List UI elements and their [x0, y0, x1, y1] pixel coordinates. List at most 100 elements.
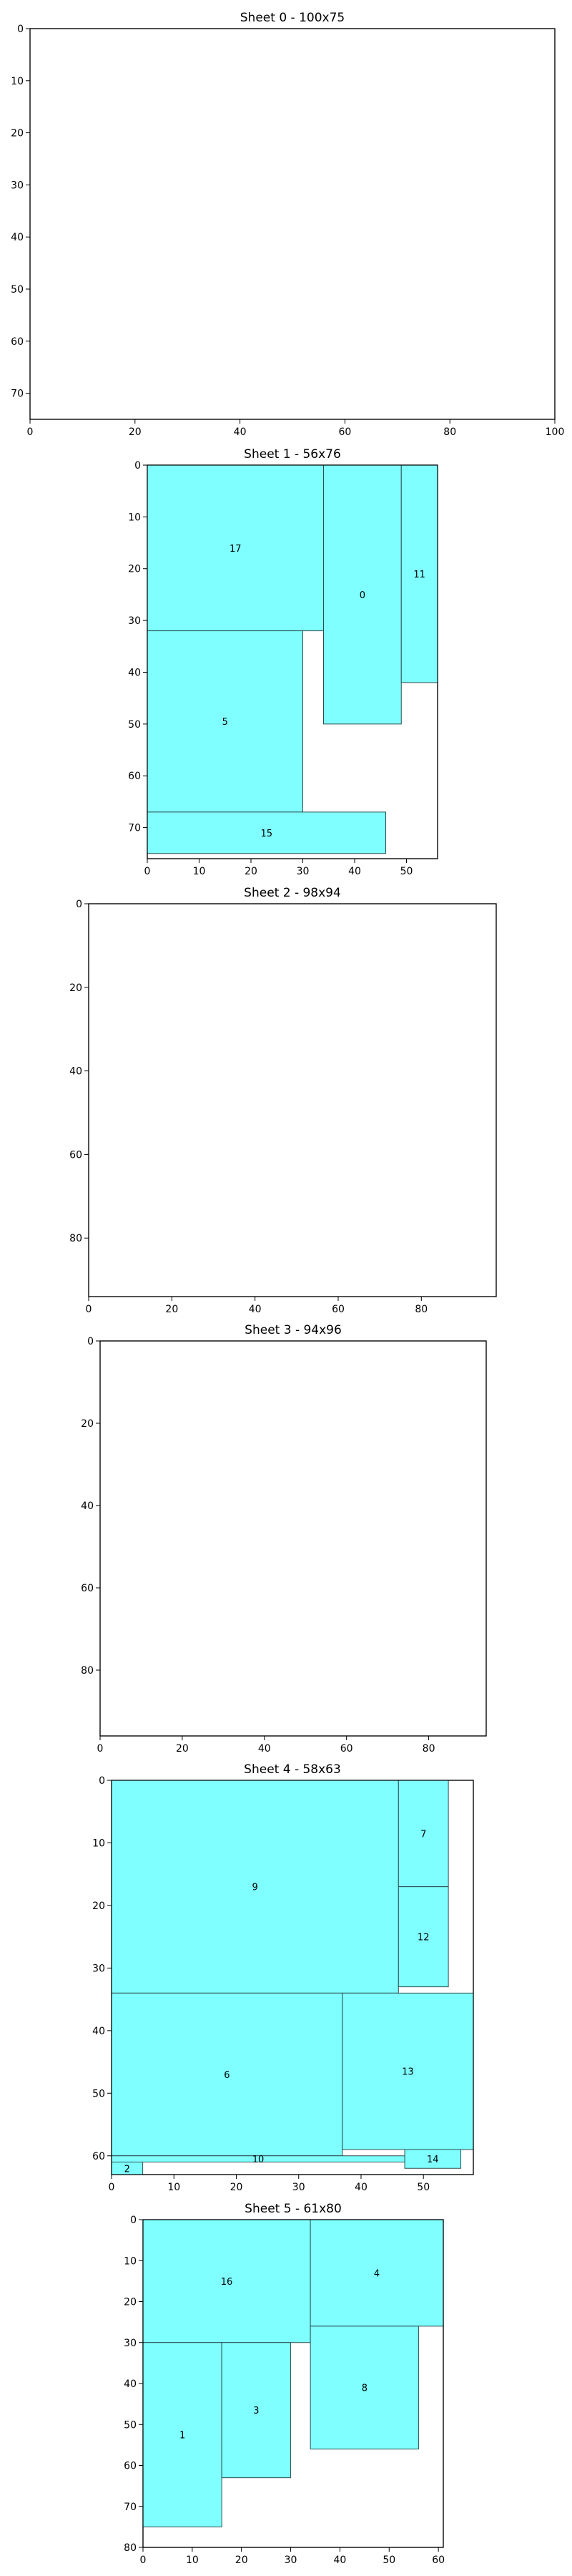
sheet-border — [88, 903, 497, 1297]
x-tick-label: 20 — [245, 866, 257, 877]
x-tick-label: 40 — [333, 2555, 346, 2566]
y-tick-label: 40 — [69, 1066, 82, 1078]
sheet-border — [29, 28, 556, 420]
piece-rect — [310, 2326, 420, 2450]
y-tick-label: 0 — [76, 899, 82, 910]
sheet-panel-2: Sheet 2 - 98x94 0 20 40 60 80 0 20 40 60 80 — [69, 886, 497, 1315]
sheet-frame — [29, 28, 556, 420]
piece-rect — [142, 2219, 311, 2343]
piece-label: 6 — [224, 2070, 230, 2081]
x-tick-label: 20 — [176, 1743, 189, 1755]
y-tick-label: 70 — [11, 389, 24, 400]
piece-label: 12 — [418, 1933, 430, 1943]
x-tick-label: 30 — [285, 2555, 297, 2566]
y-tick-label: 0 — [87, 1336, 94, 1347]
x-tick-label: 20 — [235, 2555, 248, 2566]
y-tick-label: 0 — [130, 2215, 137, 2226]
x-tick-label: 40 — [355, 2182, 368, 2193]
piece-rect — [342, 1992, 474, 2150]
sheet-title: Sheet 3 - 94x96 — [245, 1323, 342, 1337]
sheet-border — [99, 1340, 487, 1737]
y-tick-label: 50 — [124, 2419, 137, 2431]
y-tick-label: 20 — [81, 1418, 94, 1430]
y-tick-label: 80 — [69, 1233, 82, 1244]
y-tick-label: 40 — [92, 2026, 105, 2037]
piece-label: 10 — [252, 2155, 265, 2165]
y-tick-label: 60 — [92, 2151, 105, 2162]
x-tick-label: 60 — [332, 1304, 345, 1315]
piece-label: 16 — [221, 2277, 233, 2288]
sheet-border — [111, 1780, 474, 2175]
y-tick-label: 40 — [81, 1501, 94, 1512]
x-tick-label: 10 — [193, 866, 206, 877]
y-tick-label: 0 — [134, 460, 141, 472]
x-tick-label: 50 — [400, 866, 413, 877]
piece-rect — [147, 630, 303, 813]
y-tick-label: 0 — [99, 1775, 105, 1787]
y-tick-label: 50 — [128, 719, 141, 731]
piece-label: 7 — [420, 1829, 426, 1840]
y-tick-label: 70 — [128, 823, 141, 834]
piece-label: 14 — [427, 2155, 439, 2165]
y-tick-label: 60 — [81, 1583, 94, 1594]
piece-rect — [147, 811, 386, 854]
sheet-panel-1: Sheet 1 - 56x76 17 0 11 5 15 0 10 20 30 40 50 0 10 20 3… — [128, 447, 438, 877]
x-tick-label: 0 — [140, 2555, 147, 2566]
x-tick-label: 20 — [230, 2182, 243, 2193]
y-tick-label: 10 — [11, 76, 24, 87]
sheet-panel-0: Sheet 0 - 100x75 0 20 40 60 80 100 0 10 20 30 40 50 6… — [11, 11, 564, 438]
x-tick-label: 10 — [167, 2182, 180, 2193]
y-tick-label: 30 — [128, 615, 141, 627]
piece-rect — [142, 2342, 222, 2527]
piece-label: 17 — [230, 544, 242, 555]
y-tick-label: 10 — [128, 512, 141, 523]
x-tick-label: 20 — [129, 426, 142, 438]
sheet-title: Sheet 1 - 56x76 — [244, 447, 341, 462]
piece-label: 8 — [362, 2384, 368, 2394]
piece-rect — [111, 1780, 399, 1994]
y-tick-label: 40 — [11, 232, 24, 243]
piece-rect — [400, 464, 438, 683]
y-tick-label: 80 — [81, 1665, 94, 1677]
piece-label: 2 — [124, 2164, 130, 2175]
piece-rect — [111, 1992, 343, 2157]
piece-label: 9 — [252, 1883, 258, 1893]
y-tick-label: 20 — [92, 1901, 105, 1912]
sheet-frame — [88, 903, 497, 1297]
x-tick-label: 80 — [423, 1743, 435, 1755]
x-tick-label: 0 — [97, 1743, 104, 1755]
x-tick-label: 60 — [338, 426, 351, 438]
x-tick-label: 80 — [443, 426, 456, 438]
x-tick-label: 50 — [417, 2182, 430, 2193]
y-tick-label: 20 — [128, 564, 141, 575]
piece-label: 1 — [179, 2431, 185, 2441]
piece-label: 13 — [402, 2067, 414, 2078]
x-tick-label: 30 — [292, 2182, 305, 2193]
y-tick-label: 80 — [124, 2542, 137, 2554]
piece-rect — [221, 2342, 292, 2479]
y-tick-label: 30 — [11, 180, 24, 191]
piece-label: 3 — [253, 2406, 259, 2416]
y-tick-label: 30 — [124, 2338, 137, 2349]
y-tick-label: 10 — [92, 1838, 105, 1849]
x-tick-label: 0 — [144, 866, 151, 877]
x-tick-label: 80 — [415, 1304, 428, 1315]
y-tick-label: 60 — [124, 2461, 137, 2472]
y-tick-label: 50 — [11, 284, 24, 296]
piece-label: 11 — [413, 570, 425, 580]
y-tick-label: 10 — [124, 2255, 137, 2267]
y-tick-label: 40 — [124, 2379, 137, 2390]
y-tick-label: 70 — [124, 2502, 137, 2513]
piece-label: 4 — [374, 2268, 380, 2279]
y-tick-label: 0 — [17, 24, 24, 35]
x-tick-label: 40 — [258, 1743, 271, 1755]
y-tick-label: 60 — [128, 771, 141, 782]
x-tick-label: 10 — [186, 2555, 199, 2566]
y-tick-label: 20 — [124, 2297, 137, 2308]
x-tick-label: 0 — [86, 1304, 92, 1315]
x-tick-label: 40 — [249, 1304, 262, 1315]
piece-rect — [323, 464, 402, 725]
